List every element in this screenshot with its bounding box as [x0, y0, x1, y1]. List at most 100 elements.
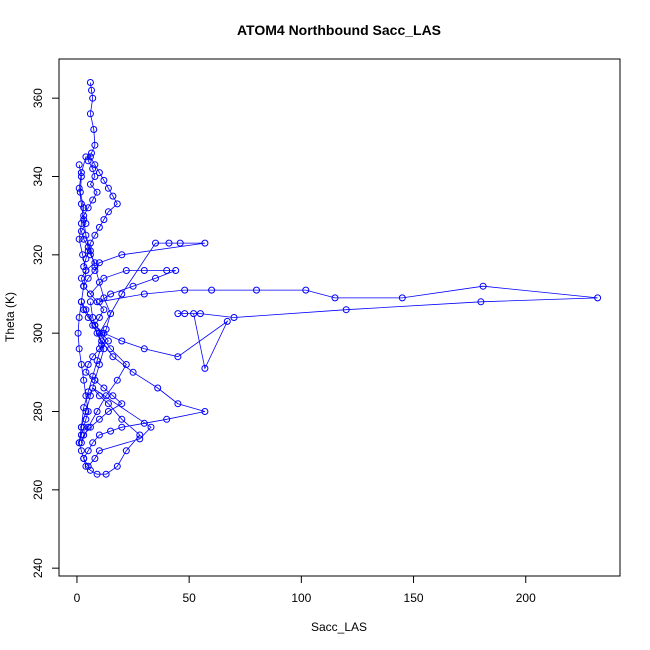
data-point: [76, 188, 84, 196]
data-point: [107, 290, 115, 298]
data-point: [118, 415, 126, 423]
data-point: [174, 400, 182, 408]
data-point: [91, 321, 99, 329]
data-point: [140, 290, 148, 298]
data-point: [136, 435, 144, 443]
data-point: [152, 239, 159, 247]
data-point: [118, 290, 126, 298]
data-point: [84, 361, 92, 368]
data-point: [91, 141, 99, 149]
data-point: [91, 161, 99, 169]
data-point: [84, 447, 92, 455]
data-point: [75, 345, 83, 353]
data-point: [86, 298, 94, 306]
data-point: [140, 345, 148, 353]
data-point: [75, 161, 83, 169]
data-point: [77, 169, 85, 177]
data-point: [113, 376, 121, 384]
data-point: [109, 192, 117, 200]
data-point: [118, 423, 126, 431]
data-point: [113, 462, 121, 470]
data-point: [86, 466, 94, 474]
data-point: [190, 310, 198, 318]
data-point: [479, 282, 487, 290]
data-point: [75, 314, 83, 321]
data-point: [100, 384, 108, 392]
data-point: [91, 455, 99, 462]
data-point: [88, 149, 95, 157]
data-point: [80, 376, 88, 384]
data-point: [118, 400, 126, 408]
y-axis: 240 260 280 300 320 340 360: [31, 88, 59, 578]
data-point: [80, 216, 88, 224]
data-point: [84, 388, 92, 396]
x-axis-label: Sacc_LAS: [311, 620, 367, 634]
data-point: [107, 310, 115, 318]
data-point: [104, 184, 112, 192]
data-point: [109, 392, 117, 400]
data-point: [89, 321, 97, 329]
x-tick-label: 50: [182, 591, 196, 605]
data-point: [93, 298, 101, 306]
data-point: [122, 267, 130, 274]
data-point: [89, 165, 97, 173]
data-point: [84, 408, 92, 415]
data-point: [89, 94, 97, 102]
y-tick-label: 340: [31, 166, 45, 186]
data-point: [196, 310, 204, 318]
data-point: [95, 392, 103, 400]
data-point: [140, 419, 148, 427]
data-point: [82, 415, 90, 423]
data-point: [201, 408, 209, 415]
data-point: [104, 408, 112, 415]
data-point: [100, 216, 108, 224]
data-point: [80, 282, 88, 290]
x-tick-label: 0: [74, 591, 81, 605]
data-point: [89, 372, 97, 380]
data-point: [86, 153, 94, 161]
data-point: [181, 310, 189, 318]
data-point: [86, 180, 94, 188]
data-point: [75, 235, 83, 243]
data-point: [102, 470, 110, 478]
data-point: [109, 353, 117, 361]
data-point: [104, 337, 112, 345]
data-point: [77, 447, 85, 455]
data-point: [82, 255, 90, 263]
data-point: [181, 286, 189, 294]
data-point: [104, 400, 112, 408]
data-point: [82, 306, 90, 314]
data-point: [331, 294, 339, 302]
data-point: [77, 361, 85, 368]
data-point: [77, 439, 85, 447]
data-point: [90, 126, 98, 133]
data-point: [82, 153, 90, 161]
data-point: [118, 337, 126, 345]
data-point: [93, 329, 101, 337]
data-point: [77, 431, 85, 439]
data-point: [174, 310, 182, 318]
data-point: [302, 286, 310, 294]
data-point: [93, 188, 101, 196]
data-point: [82, 231, 90, 239]
data-point: [176, 239, 184, 247]
data-point: [84, 157, 92, 165]
y-axis-label: Theta (K): [3, 292, 17, 342]
data-point: [82, 267, 90, 274]
data-point: [102, 325, 110, 333]
data-point: [107, 427, 115, 435]
data-point: [84, 462, 92, 470]
data-point: [594, 294, 602, 302]
data-point: [172, 267, 180, 274]
data-point: [95, 329, 103, 337]
data-point: [80, 404, 88, 412]
data-point: [84, 247, 92, 255]
data-point: [91, 173, 99, 180]
data-point: [398, 294, 406, 302]
data-point: [253, 286, 260, 294]
data-point: [129, 282, 137, 290]
data-point: [86, 110, 94, 118]
data-point: [86, 247, 94, 255]
data-point: [95, 314, 103, 321]
data-point: [77, 423, 85, 431]
